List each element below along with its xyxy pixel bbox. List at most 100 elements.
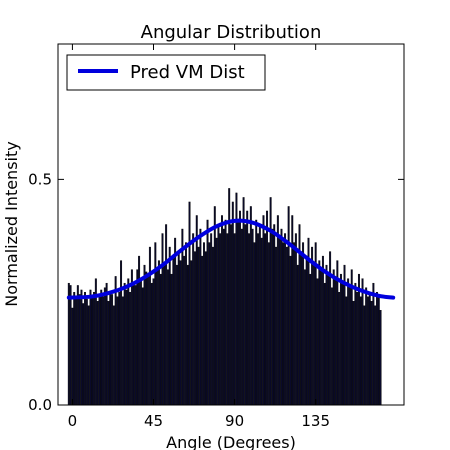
histogram-bar (285, 246, 288, 406)
histogram-bar (379, 310, 382, 406)
histogram-bar (197, 246, 200, 406)
histogram-bar (316, 278, 319, 406)
histogram-bar (287, 206, 290, 406)
histogram-bar (323, 282, 326, 406)
histogram-bar (318, 260, 321, 406)
histogram-bar (311, 246, 314, 406)
histogram-bar (139, 278, 142, 406)
histogram-bar (334, 278, 337, 406)
histogram-bar (190, 260, 193, 406)
histogram-bar (73, 291, 76, 406)
x-ticks: 0 45 90 135 (68, 44, 330, 430)
histogram-bar (199, 228, 202, 406)
histogram-bar (184, 242, 187, 406)
histogram-bar (374, 305, 377, 406)
histogram-bar (255, 219, 258, 406)
histogram-bar (105, 282, 108, 406)
histogram-bar (273, 224, 276, 406)
histogram-bar (332, 269, 335, 406)
histogram-bar (213, 206, 216, 406)
histogram-bar (282, 242, 285, 406)
histogram-bar (267, 242, 270, 406)
histogram-bar (321, 255, 324, 406)
x-tick-label: 0 (68, 412, 78, 430)
histogram-bar (293, 242, 296, 406)
histogram-bar (303, 269, 306, 406)
histogram-bar (201, 255, 204, 406)
histogram-bar (123, 282, 126, 406)
histogram-bar (165, 224, 168, 406)
histogram-bar (262, 215, 265, 406)
y-axis-label: Normalized Intensity (2, 141, 21, 306)
histogram-bar (175, 264, 178, 406)
histogram-bar (264, 233, 267, 406)
histogram-bar (219, 233, 222, 406)
histogram-bar (363, 305, 366, 406)
histogram-bar (107, 301, 110, 406)
histogram-bar (161, 233, 164, 406)
histogram-bar (226, 233, 229, 406)
histogram-bar (271, 228, 274, 406)
histogram-bar (154, 242, 157, 406)
histogram-bar (237, 219, 240, 406)
histogram-bar (302, 242, 305, 406)
histogram-bar (192, 233, 195, 406)
histogram-bar (370, 301, 373, 406)
histogram-bar (284, 233, 287, 406)
histogram-bar (294, 233, 297, 406)
histogram-bar (78, 294, 81, 406)
histogram-bar (348, 287, 351, 406)
histogram-bar (235, 192, 238, 406)
histogram-bar (96, 301, 99, 406)
histogram-bar (195, 215, 198, 406)
histogram-bar (350, 269, 353, 406)
histogram-bar (82, 303, 85, 406)
histogram-bar (204, 251, 207, 406)
histogram-bar (325, 264, 328, 406)
histogram-bar (240, 228, 243, 406)
histogram-bar (127, 278, 130, 406)
histogram-bar (84, 291, 86, 406)
histogram-bar (85, 298, 88, 406)
histogram-bar (202, 242, 205, 406)
histogram-bar (76, 285, 79, 406)
histogram-bar (163, 264, 166, 406)
legend-entry-label: Pred VM Dist (130, 62, 245, 83)
histogram-bar (179, 260, 182, 406)
histogram-bar (136, 269, 139, 406)
x-tick-label: 135 (301, 412, 330, 430)
histogram-bar (224, 219, 227, 406)
histogram-bar (377, 296, 380, 406)
histogram-bar (148, 246, 151, 406)
legend: Pred VM Dist (66, 54, 266, 91)
histogram-bar (80, 289, 83, 406)
histogram-bar (356, 291, 359, 406)
histogram-bar (309, 273, 312, 406)
histogram-bar (215, 237, 218, 406)
histogram-bar (186, 264, 189, 406)
histogram-bar (102, 296, 105, 406)
histogram-bar (280, 228, 283, 406)
histogram-bar (111, 294, 114, 406)
histogram-bar (141, 287, 144, 406)
histogram-bar (257, 233, 259, 406)
histogram-bar (174, 237, 177, 406)
histogram-bar (183, 255, 186, 406)
histogram-bar (217, 224, 220, 406)
histogram-bar (239, 210, 241, 406)
histogram-bar (275, 246, 278, 406)
y-tick-label: 0.5 (28, 170, 52, 188)
histogram-bar (98, 294, 101, 406)
histogram-bar (91, 296, 94, 406)
histogram-bar (118, 291, 121, 406)
histogram-bar (246, 210, 249, 406)
histogram-bar (156, 269, 159, 406)
histogram-bar (341, 282, 344, 406)
histogram-bar (145, 271, 148, 406)
histogram-bar (166, 269, 169, 406)
histogram-bar (143, 264, 146, 406)
histogram-bar (361, 278, 364, 406)
histogram-bar (347, 278, 350, 406)
histogram-bar (278, 237, 281, 406)
histogram-bar (248, 233, 250, 406)
